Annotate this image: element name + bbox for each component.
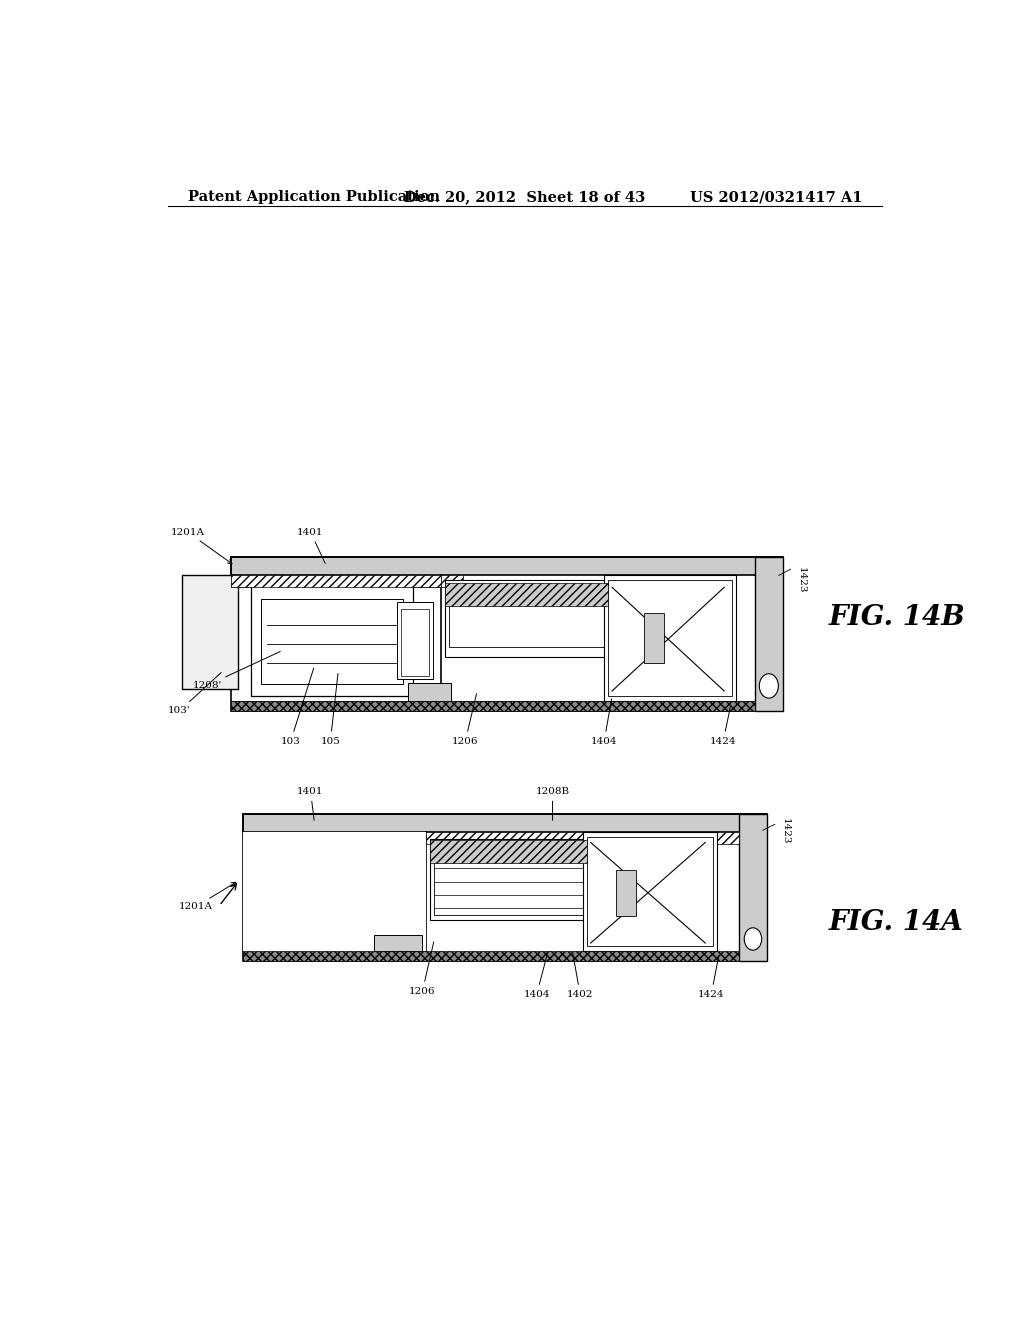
Bar bbox=[374, 935, 422, 952]
Text: 103': 103' bbox=[168, 673, 221, 715]
Text: 1206: 1206 bbox=[410, 942, 435, 995]
Text: 103: 103 bbox=[281, 668, 313, 746]
Bar bbox=[231, 557, 782, 576]
Bar bbox=[739, 814, 767, 961]
Bar bbox=[243, 814, 767, 961]
Text: 1208': 1208' bbox=[193, 652, 281, 690]
Bar bbox=[243, 833, 739, 845]
Bar bbox=[182, 576, 238, 689]
Text: 1423: 1423 bbox=[797, 566, 806, 593]
Text: FIG. 14A: FIG. 14A bbox=[828, 909, 964, 936]
Bar bbox=[436, 843, 447, 859]
Circle shape bbox=[760, 673, 778, 698]
Bar bbox=[608, 581, 732, 696]
Text: 1424: 1424 bbox=[698, 956, 725, 999]
Bar bbox=[497, 586, 511, 602]
Text: 1402: 1402 bbox=[567, 954, 593, 999]
Bar bbox=[449, 589, 604, 647]
Text: FIG. 14B: FIG. 14B bbox=[828, 605, 966, 631]
Text: 1208B: 1208B bbox=[536, 787, 569, 820]
Bar bbox=[434, 843, 583, 915]
Bar bbox=[243, 814, 767, 833]
Bar bbox=[408, 682, 452, 701]
Bar bbox=[604, 576, 736, 701]
Text: 1401: 1401 bbox=[297, 787, 324, 820]
Bar bbox=[401, 609, 429, 676]
Bar bbox=[471, 843, 482, 859]
Bar bbox=[231, 701, 755, 711]
Text: 1404: 1404 bbox=[523, 952, 550, 999]
Text: 1423: 1423 bbox=[781, 818, 791, 845]
Bar bbox=[644, 612, 664, 664]
Bar bbox=[231, 576, 463, 587]
Text: Dec. 20, 2012  Sheet 18 of 43: Dec. 20, 2012 Sheet 18 of 43 bbox=[404, 190, 645, 205]
Text: US 2012/0321417 A1: US 2012/0321417 A1 bbox=[689, 190, 862, 205]
Text: 1424: 1424 bbox=[710, 706, 736, 746]
Bar bbox=[755, 557, 782, 711]
Text: 1404: 1404 bbox=[591, 698, 617, 746]
Text: 1401: 1401 bbox=[297, 528, 326, 564]
Circle shape bbox=[744, 928, 762, 950]
Bar bbox=[243, 952, 739, 961]
Bar bbox=[243, 833, 426, 952]
Bar bbox=[251, 585, 413, 696]
Text: 1201A: 1201A bbox=[171, 528, 232, 564]
Bar bbox=[260, 598, 402, 684]
Bar bbox=[397, 602, 433, 680]
Bar bbox=[430, 841, 587, 863]
Text: 105: 105 bbox=[321, 673, 340, 746]
Bar bbox=[454, 843, 465, 859]
Text: 1206: 1206 bbox=[452, 694, 478, 746]
Bar bbox=[476, 586, 490, 602]
Bar bbox=[457, 586, 471, 602]
Bar bbox=[583, 833, 717, 952]
Text: Patent Application Publication: Patent Application Publication bbox=[187, 190, 439, 205]
Bar bbox=[616, 870, 636, 916]
Bar bbox=[231, 701, 755, 711]
Bar bbox=[231, 576, 440, 587]
Bar bbox=[444, 579, 608, 657]
Bar bbox=[430, 840, 587, 920]
Bar bbox=[231, 557, 782, 711]
Bar bbox=[444, 583, 585, 606]
Bar bbox=[444, 583, 608, 606]
Bar bbox=[587, 837, 714, 946]
Bar bbox=[430, 841, 555, 863]
Text: 1201A: 1201A bbox=[178, 882, 236, 911]
